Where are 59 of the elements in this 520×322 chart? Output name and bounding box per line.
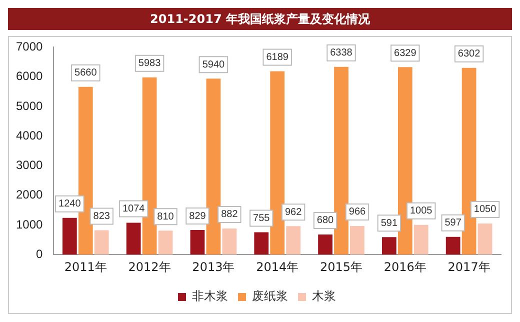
data-label: 1074 (122, 204, 146, 215)
data-label: 6329 (394, 48, 417, 59)
data-label: 755 (253, 212, 270, 224)
chart-title: 2011-2017 年我国纸浆产量及变化情况 (8, 8, 512, 30)
data-label: 1240 (58, 198, 82, 210)
data-label: 962 (284, 206, 302, 218)
y-tick-label: 4000 (16, 128, 44, 142)
data-label: 5983 (138, 58, 162, 70)
data-label: 966 (348, 206, 366, 218)
data-label: 6302 (458, 48, 481, 60)
bar (398, 67, 412, 255)
data-label: 5940 (202, 59, 226, 70)
bar (382, 237, 396, 255)
bar (158, 230, 173, 255)
x-tick-label: 2016年 (384, 260, 426, 274)
y-tick-label: 5000 (16, 98, 44, 113)
bar (270, 71, 285, 255)
bar (286, 226, 301, 255)
x-tick-label: 2017年 (448, 260, 490, 274)
legend-label: 木浆 (312, 289, 336, 304)
y-tick-label: 6000 (16, 69, 44, 84)
data-label: 1005 (410, 206, 433, 217)
data-label: 810 (157, 211, 174, 222)
data-label: 829 (189, 210, 206, 222)
data-label: 1050 (474, 204, 497, 216)
y-tick-label: 2000 (16, 188, 44, 202)
bar (190, 230, 205, 255)
bar (206, 78, 221, 255)
y-tick-label: 1000 (16, 217, 44, 232)
data-label: 597 (444, 218, 462, 229)
x-tick-label: 2012年 (128, 260, 171, 274)
bar (254, 232, 269, 255)
bar (334, 66, 348, 255)
bar (126, 222, 141, 255)
y-tick-label: 7000 (16, 40, 44, 54)
data-label: 6338 (330, 48, 353, 59)
y-tick-label: 3000 (16, 158, 44, 172)
bar (350, 226, 364, 255)
bar (414, 224, 428, 255)
data-label: 6189 (266, 52, 289, 63)
bar (62, 218, 77, 255)
data-label: 823 (93, 210, 110, 222)
bar (222, 228, 237, 255)
legend-label: 废纸浆 (252, 289, 288, 304)
x-tick-label: 2011年 (64, 260, 107, 274)
bar (94, 230, 109, 255)
data-label: 591 (380, 218, 398, 229)
data-label: 680 (316, 215, 334, 226)
x-tick-label: 2013年 (192, 260, 235, 274)
x-tick-label: 2014年 (256, 260, 299, 274)
bar (478, 223, 492, 255)
bar (446, 236, 460, 255)
legend-label: 非木浆 (192, 289, 228, 304)
x-tick-label: 2015年 (320, 260, 363, 274)
data-label: 882 (221, 209, 238, 220)
bar (462, 68, 476, 255)
bar (318, 234, 332, 255)
data-label: 5660 (74, 68, 98, 79)
y-tick-label: 0 (36, 246, 44, 261)
